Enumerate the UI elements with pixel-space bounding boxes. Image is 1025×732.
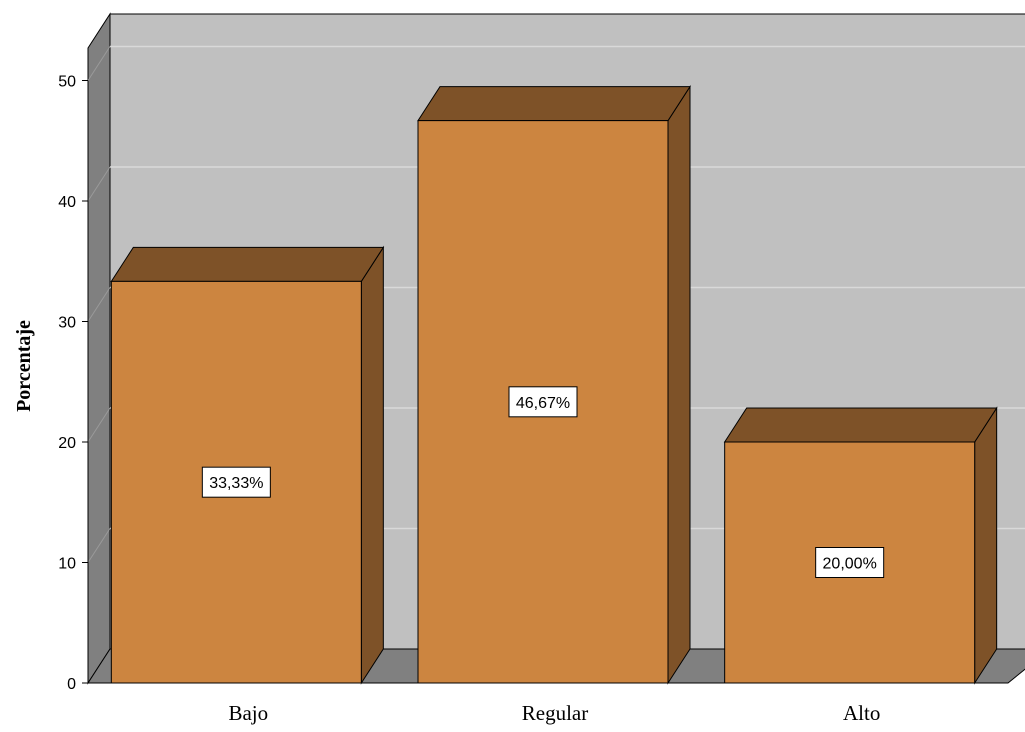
data-label: 20,00% (823, 556, 877, 573)
y-tick-label: 50 (58, 74, 76, 91)
x-axis: Bajo Regular Alto (88, 682, 1008, 725)
side-wall (87, 12, 111, 685)
y-tick-label: 30 (58, 315, 76, 332)
bar (417, 84, 691, 685)
data-label: 46,67% (516, 395, 570, 412)
bar-top (417, 86, 691, 122)
y-tick-label: 0 (67, 676, 76, 693)
data-label-box (815, 547, 885, 578)
x-tick-label: Alto (843, 701, 880, 725)
bar (110, 245, 385, 685)
y-axis-title: Porcentaje (13, 320, 35, 412)
y-tick-label: 40 (58, 194, 76, 211)
bar-side (667, 84, 691, 685)
y-tick-label: 20 (58, 435, 76, 452)
gridline-side (87, 46, 111, 81)
data-labels: 33,33% 46,67% 20,00% (201, 386, 885, 578)
x-tick-label: Bajo (228, 701, 268, 725)
gridline-side (87, 287, 111, 322)
y-tick-label: 10 (58, 556, 76, 573)
bar-top (110, 246, 385, 282)
gridline-side (87, 166, 111, 202)
data-label-box (201, 466, 271, 498)
bars-group (110, 84, 998, 685)
gridline-side (87, 528, 111, 563)
bar (723, 406, 998, 685)
bar-side (974, 406, 998, 685)
bar-top (723, 407, 998, 443)
data-label-box (508, 386, 578, 418)
y-axis: 0 10 20 30 40 50 (58, 74, 89, 693)
x-tick-label: Regular (522, 701, 588, 725)
bar-side (360, 245, 384, 685)
data-label: 33,33% (209, 475, 263, 492)
gridline-side (87, 407, 111, 443)
